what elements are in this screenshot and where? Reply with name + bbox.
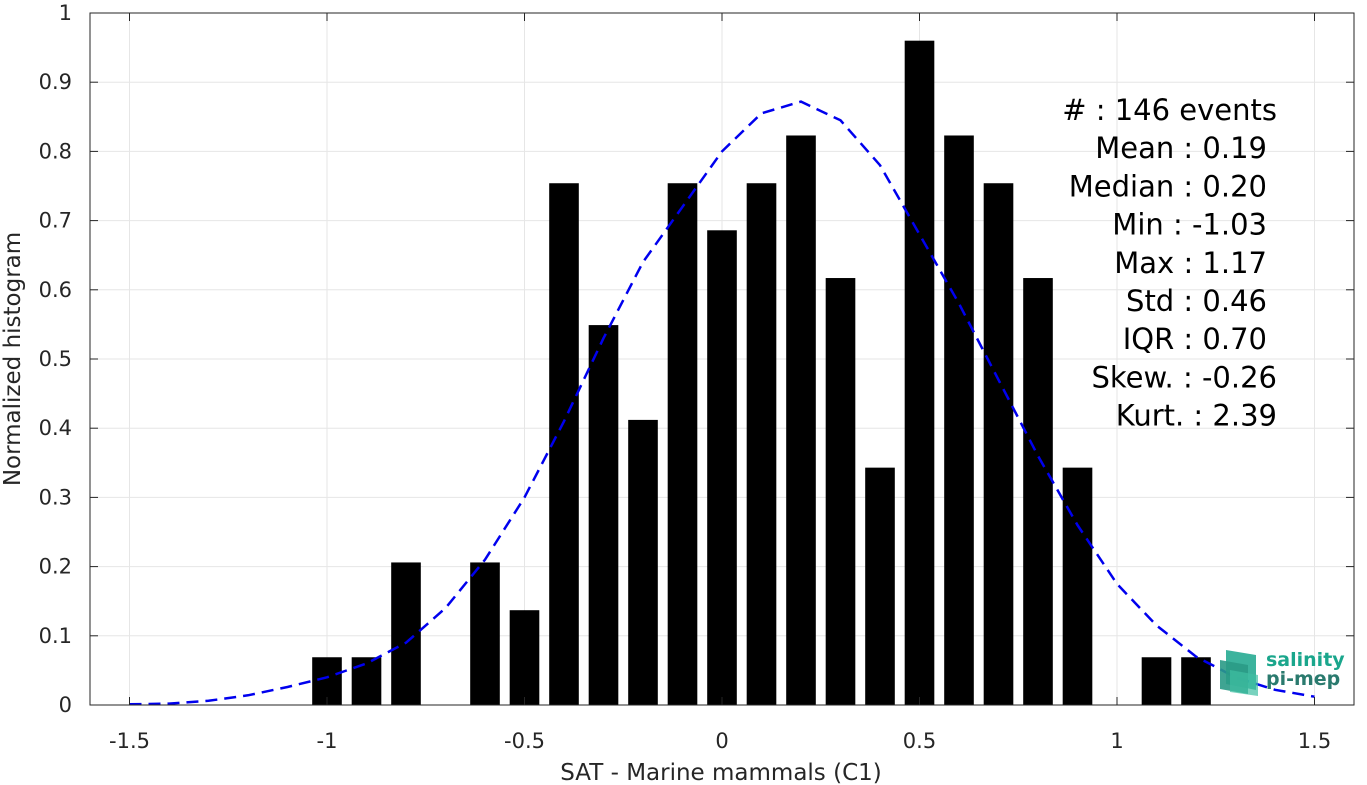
tick-labels: -1.5 -1 -0.5 0 0.5 1 1.5 0 0.1 0.2 0.3 0.4 0.5 0.6 0.7… (39, 1, 1332, 753)
x-tick-label: 0.5 (903, 729, 936, 753)
histogram-bar (628, 419, 658, 705)
x-tick-label: -0.5 (504, 729, 545, 753)
stats-line: Median : 0.20 (1069, 169, 1267, 203)
y-axis-label: Normalized histogram (0, 232, 26, 486)
histogram-bar (667, 183, 698, 705)
salinity-pi-mep-logo: salinity pi-mep (1220, 649, 1345, 696)
stats-line: Kurt. : 2.39 (1116, 399, 1277, 433)
y-tick-label: 0 (59, 693, 72, 717)
histogram-bar (1062, 467, 1093, 705)
histogram-bars (312, 40, 1211, 706)
histogram-bar (786, 135, 816, 705)
stats-line: IQR : 0.70 (1123, 322, 1267, 356)
stats-line: Skew. : -0.26 (1091, 360, 1277, 394)
x-tick-label: -1.5 (109, 729, 150, 753)
histogram-bar (983, 183, 1014, 705)
stats-line: Min : -1.03 (1112, 208, 1267, 242)
logo-line-2: pi-mep (1266, 668, 1340, 690)
y-tick-label: 0.1 (39, 624, 72, 648)
stats-line: Max : 1.17 (1114, 246, 1267, 280)
axes-frame (89, 12, 1355, 706)
y-tick-label: 0.5 (39, 347, 72, 371)
y-tick-label: 0.3 (39, 485, 72, 509)
x-tick-label: 1 (1110, 729, 1123, 753)
histogram-bar (1023, 278, 1053, 705)
histogram-bar (549, 183, 579, 705)
logo-line-1: salinity (1266, 649, 1345, 671)
histogram-bar (470, 562, 500, 705)
histogram-bar (904, 40, 935, 706)
y-tick-label: 0.6 (39, 278, 72, 302)
y-tick-label: 0.9 (39, 70, 72, 94)
x-tick-label: 0 (715, 729, 728, 753)
stats-line: # : 146 events (1062, 93, 1277, 127)
y-tick-label: 1 (59, 1, 72, 25)
x-tick-label: 1.5 (1298, 729, 1331, 753)
histogram-bar (509, 610, 540, 705)
y-tick-label: 0.2 (39, 555, 72, 579)
histogram-bar (588, 325, 619, 705)
histogram-bar (391, 562, 421, 705)
histogram-bar (944, 135, 974, 705)
fit-curve-line (129, 100, 1315, 706)
histogram-bar (825, 278, 856, 705)
statistics-box: # : 146 events Mean : 0.19 Median : 0.20 Mi… (1062, 93, 1277, 433)
y-tick-label: 0.7 (39, 209, 72, 233)
y-tick-label: 0.8 (39, 139, 72, 163)
histogram-bar (351, 657, 382, 705)
histogram-bar (865, 467, 895, 705)
x-axis-label: SAT - Marine mammals (C1) (560, 760, 882, 785)
logo-mark-icon (1220, 650, 1258, 696)
stats-line: Std : 0.46 (1126, 284, 1267, 318)
histogram-bar (707, 230, 737, 705)
normal-fit-curve (129, 100, 1315, 706)
x-tick-label: -1 (317, 729, 338, 753)
stats-line: Mean : 0.19 (1095, 131, 1267, 165)
histogram-bar (746, 183, 777, 705)
histogram-bar (1141, 657, 1172, 705)
histogram-bar (1181, 657, 1211, 705)
y-tick-label: 0.4 (39, 416, 72, 440)
